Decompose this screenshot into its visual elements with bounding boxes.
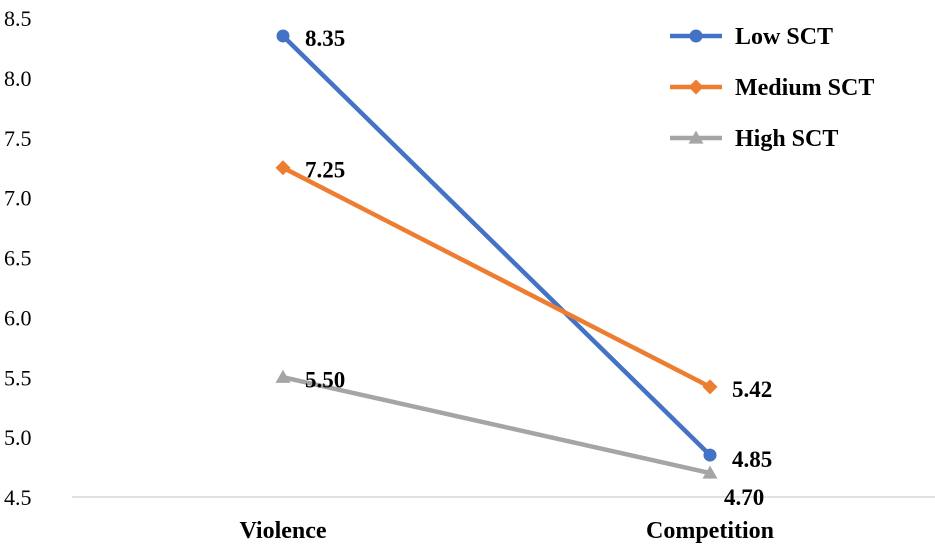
x-category-label: Violence bbox=[239, 518, 326, 544]
diamond-marker bbox=[275, 160, 291, 176]
y-tick-label: 6.0 bbox=[4, 305, 32, 330]
series-line bbox=[282, 375, 711, 476]
legend-label: Low SCT bbox=[735, 24, 833, 50]
triangle-marker bbox=[702, 465, 718, 479]
x-axis: Violence Competition bbox=[239, 518, 774, 544]
series-layer bbox=[275, 29, 718, 479]
circle-marker bbox=[276, 29, 290, 43]
series-line bbox=[281, 34, 712, 457]
series-medium-sct bbox=[275, 160, 718, 395]
legend-label: High SCT bbox=[735, 126, 838, 152]
triangle-marker bbox=[275, 369, 291, 383]
x-category-label: Competition bbox=[646, 518, 774, 544]
y-tick-label: 5.0 bbox=[4, 425, 32, 450]
y-tick-label: 8.0 bbox=[4, 66, 32, 91]
series-low-sct bbox=[276, 29, 717, 462]
legend-entry: Medium SCT bbox=[670, 75, 874, 101]
legend-label: Medium SCT bbox=[735, 75, 874, 101]
legend-entry: High SCT bbox=[670, 126, 838, 152]
data-label: 5.42 bbox=[732, 377, 772, 402]
data-label: 4.85 bbox=[732, 447, 772, 472]
y-tick-label: 7.5 bbox=[4, 126, 32, 151]
y-tick-label: 5.5 bbox=[4, 365, 32, 390]
triangle-marker bbox=[688, 130, 704, 144]
y-tick-label: 8.5 bbox=[4, 6, 32, 31]
series-high-sct bbox=[275, 369, 718, 479]
circle-marker bbox=[703, 448, 717, 462]
legend: Low SCT Medium SCT High SCT bbox=[670, 24, 874, 152]
circle-marker bbox=[689, 29, 703, 43]
y-tick-label: 6.5 bbox=[4, 246, 32, 271]
data-label: 5.50 bbox=[305, 367, 345, 392]
data-label: 7.25 bbox=[305, 158, 345, 183]
data-labels: 8.35 4.85 7.25 5.42 5.50 4.70 bbox=[305, 26, 772, 510]
diamond-marker bbox=[702, 379, 718, 395]
y-tick-label: 4.5 bbox=[4, 485, 32, 510]
data-label: 8.35 bbox=[305, 26, 345, 51]
y-axis: 4.5 5.0 5.5 6.0 6.5 7.0 7.5 8.0 8.5 bbox=[4, 6, 32, 510]
diamond-marker bbox=[688, 79, 704, 95]
data-label: 4.70 bbox=[724, 485, 764, 510]
series-line bbox=[281, 165, 712, 389]
y-tick-label: 7.0 bbox=[4, 186, 32, 211]
legend-entry: Low SCT bbox=[670, 24, 833, 50]
